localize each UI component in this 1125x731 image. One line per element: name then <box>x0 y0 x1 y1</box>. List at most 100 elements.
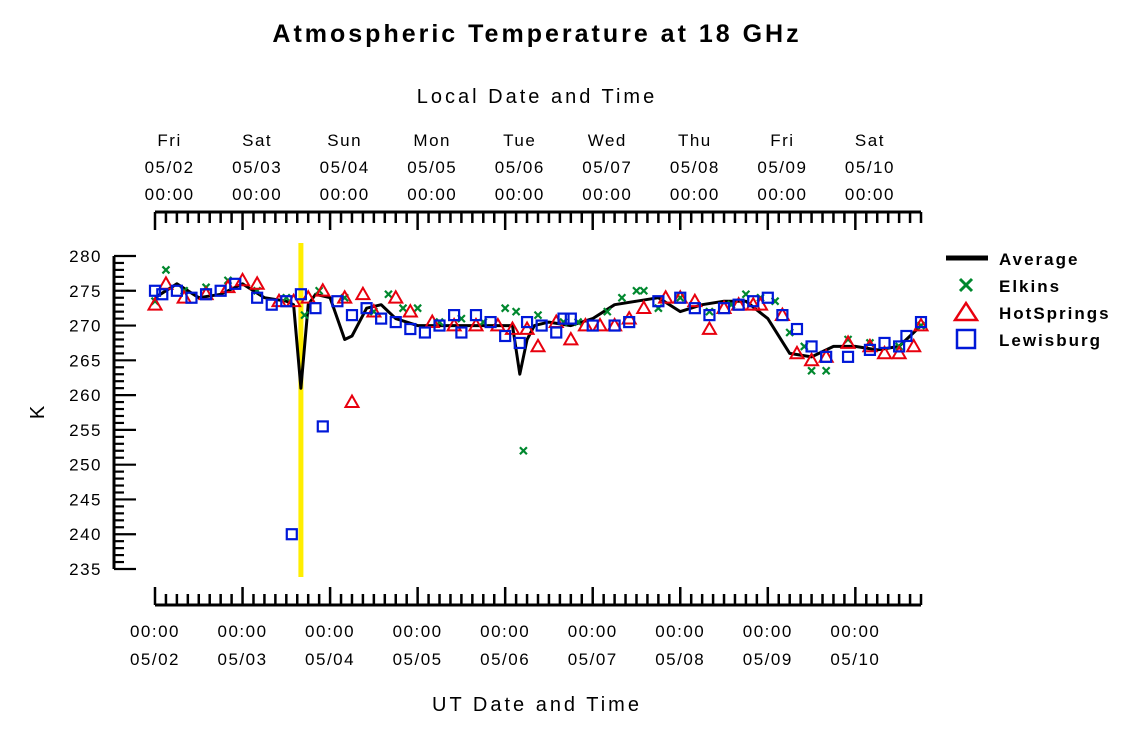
bottom-tick-label-date: 05/07 <box>568 650 618 669</box>
top-tick-label-date: 05/10 <box>845 158 895 177</box>
lewisburg-point <box>404 322 417 336</box>
lewisburg-point <box>251 291 264 304</box>
lewisburg-point <box>375 312 388 325</box>
elkins-point-stroke <box>500 303 510 313</box>
lewisburg-point <box>148 284 162 297</box>
y-tick-label: 235 <box>69 560 102 579</box>
lewisburg-point <box>513 336 526 350</box>
hotsprings-point <box>839 334 857 349</box>
top-tick-label-time: 00:00 <box>232 185 282 204</box>
elkins-point-stroke <box>300 310 309 320</box>
legend-label-lewisburg: Lewisburg <box>999 331 1102 350</box>
lewisburg-point <box>199 288 213 301</box>
x-axis-title: UT Date and Time <box>432 694 642 716</box>
lewisburg-point <box>316 420 329 433</box>
hotsprings-point <box>157 275 175 290</box>
lewisburg-point <box>688 302 701 315</box>
elkins-point <box>300 310 309 320</box>
elkins-point <box>632 286 641 296</box>
lewisburg-point <box>790 322 804 336</box>
top-tick-label-day: Sat <box>855 131 885 150</box>
hotsprings-point <box>803 351 820 367</box>
elkins-point <box>519 446 528 456</box>
elkins-point-stroke <box>413 303 422 313</box>
elkins-point-stroke <box>632 286 641 296</box>
top-tick-label-day: Sat <box>242 131 272 150</box>
elkins-point-stroke <box>807 366 816 376</box>
hotsprings-point <box>146 296 164 311</box>
hotsprings-point <box>912 317 930 332</box>
bottom-tick-label-date: 05/02 <box>130 650 180 669</box>
lewisburg-point <box>805 340 818 353</box>
bottom-tick-label-date: 05/03 <box>218 650 268 669</box>
top-tick-label-time: 00:00 <box>670 185 720 204</box>
lewisburg-point <box>586 319 599 332</box>
y-tick-label: 245 <box>69 490 102 509</box>
lewisburg-point <box>170 284 183 297</box>
top-tick-label-time: 00:00 <box>145 185 195 204</box>
hotsprings-point <box>635 299 653 315</box>
top-tick-label-date: 05/06 <box>495 158 545 177</box>
elkins-point <box>603 307 612 316</box>
top-tick-label-date: 05/05 <box>407 158 457 177</box>
top-tick-label-day: Wed <box>588 131 627 150</box>
elkins-point <box>807 366 816 376</box>
elkins-point <box>384 289 393 299</box>
lewisburg-point <box>389 315 402 329</box>
y-axis-title: K <box>27 403 49 419</box>
legend-label-average: Average <box>999 250 1079 269</box>
bottom-tick-label-date: 05/06 <box>480 650 530 669</box>
elkins-point-stroke <box>384 289 393 299</box>
lewisburg-point <box>360 302 373 315</box>
top-tick-label-day: Tue <box>503 131 536 150</box>
top-tick-label-day: Mon <box>413 131 451 150</box>
hotsprings-point <box>905 337 922 353</box>
lewisburg-point <box>448 309 461 322</box>
hotsprings-point <box>890 344 908 360</box>
lewisburg-point <box>229 277 242 290</box>
lewisburg-point <box>776 309 789 322</box>
top-tick-label-time: 00:00 <box>757 185 807 204</box>
lewisburg-point <box>914 315 928 329</box>
axes: Fri 05/02 00:00 Sat 05/03 00:00 Sun 05/04 00:00 M… <box>69 131 923 669</box>
top-tick-label-time: 00:00 <box>407 185 457 204</box>
top-tick-label-time: 00:00 <box>845 185 895 204</box>
bottom-tick-label-time: 00:00 <box>655 622 705 641</box>
lewisburg-point <box>331 295 344 308</box>
top-tick-label-date: 05/03 <box>232 158 282 177</box>
lewisburg-point <box>535 319 548 332</box>
legend-swatch-lewisburg <box>955 328 977 350</box>
elkins-point-stroke <box>533 310 543 320</box>
bottom-tick-label-time: 00:00 <box>568 622 618 641</box>
elkins-point-stroke <box>161 265 171 275</box>
lewisburg-point <box>761 291 774 304</box>
lewisburg-point <box>455 326 468 339</box>
lewisburg-point <box>345 309 359 322</box>
top-tick-label-date: 05/09 <box>757 158 807 177</box>
elkins-point-stroke <box>398 303 408 313</box>
top-tick-label-day: Fri <box>157 131 181 150</box>
hotsprings-point <box>686 292 704 308</box>
lewisburg-point <box>433 319 446 332</box>
elkins-point-stroke <box>617 293 627 303</box>
lewisburg-point <box>732 298 745 311</box>
elkins-point-stroke <box>511 307 521 316</box>
hotsprings-point <box>504 320 521 335</box>
bottom-tick-label-time: 00:00 <box>218 622 268 641</box>
top-tick-label-time: 00:00 <box>495 185 545 204</box>
top-tick-label-date: 05/08 <box>670 158 720 177</box>
elkins-point-stroke <box>639 286 649 296</box>
chart-title: Atmospheric Temperature at 18 GHz <box>272 20 801 48</box>
lewisburg-point <box>469 309 483 322</box>
lewisburg-point <box>863 343 877 356</box>
hotsprings-point <box>314 282 332 297</box>
y-tick-label: 260 <box>69 386 102 405</box>
elkins-point-stroke <box>603 307 612 316</box>
lewisburg-point <box>520 315 534 329</box>
lewisburg-point <box>820 350 833 363</box>
hotsprings-point <box>876 344 893 360</box>
elkins-point <box>161 265 171 275</box>
top-tick-label-time: 00:00 <box>582 185 632 204</box>
lewisburg-point <box>294 288 308 301</box>
